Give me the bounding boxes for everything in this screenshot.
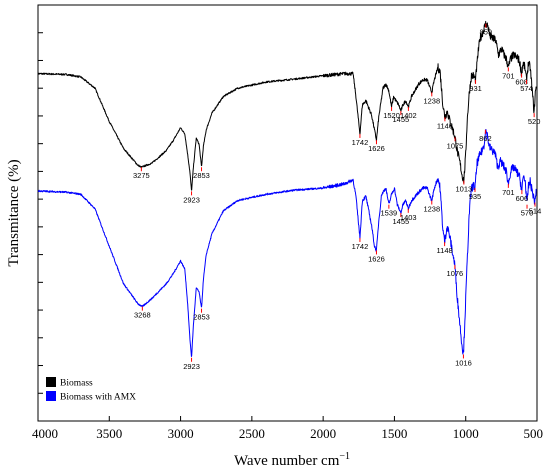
peak-label: 1238	[423, 205, 440, 214]
peak-label: 1148	[437, 246, 453, 255]
x-tick-label: 2500	[239, 426, 265, 441]
peak-label: 701	[502, 71, 515, 80]
peak-label: 1075	[447, 141, 464, 150]
legend-swatch-biomass-amx	[46, 391, 56, 401]
peak-label: 3275	[133, 171, 150, 180]
x-tick-label: 3000	[168, 426, 194, 441]
y-axis-ticks	[38, 32, 43, 394]
legend-swatch-biomass	[46, 377, 56, 387]
series-line-biomass	[37, 20, 537, 191]
peak-label: 935	[469, 192, 482, 201]
peak-label: 3268	[134, 311, 151, 320]
peak-label: 1455	[393, 217, 410, 226]
peak-label: 2923	[183, 195, 200, 204]
x-tick-label: 2000	[310, 426, 336, 441]
plot-area-border	[37, 4, 538, 422]
peak-label: 1076	[447, 269, 464, 278]
peak-label: 1455	[393, 115, 410, 124]
peak-label: 1402	[400, 111, 417, 120]
peak-label: 570	[521, 209, 534, 218]
x-tick-label: 500	[524, 426, 544, 441]
peak-label: 1146	[437, 121, 453, 130]
peak-label: 1742	[352, 138, 369, 147]
x-tick-label: 1500	[381, 426, 407, 441]
x-axis-title-text: Wave number cm	[234, 453, 340, 469]
peak-label: 2923	[183, 362, 200, 371]
legend: Biomass Biomass with AMX	[46, 377, 136, 403]
peak-label: 606	[516, 194, 529, 203]
peak-label: 1626	[368, 254, 385, 263]
peak-label: 1520	[383, 111, 400, 120]
peak-annotations: 3275292328531742162615201455140212381146…	[133, 23, 542, 371]
x-axis-ticks: 4000 3500 3000 2500 2000 1500 1000 500	[32, 416, 543, 441]
x-tick-label: 1000	[453, 426, 479, 441]
peak-label: 1403	[400, 213, 417, 222]
legend-label-biomass: Biomass	[60, 379, 93, 389]
peak-label: 574	[520, 84, 533, 93]
peak-label: 520	[528, 117, 541, 126]
peak-label: 1238	[423, 96, 440, 105]
series-line-biomass-amx	[37, 128, 537, 357]
x-tick-label: 3500	[96, 426, 122, 441]
x-axis-title: Wave number cm−1	[234, 451, 350, 469]
peak-label: 1016	[455, 358, 472, 367]
x-axis-title-superscript: −1	[339, 451, 350, 462]
legend-label-biomass-amx: Biomass with AMX	[60, 393, 136, 403]
peak-label: 859	[480, 28, 493, 37]
peak-label: 2853	[193, 313, 210, 322]
series-layer	[37, 20, 537, 357]
x-tick-label: 4000	[32, 426, 58, 441]
plot-frame	[37, 4, 538, 422]
peak-label: 1013	[456, 185, 473, 194]
peak-label: 2853	[193, 171, 210, 180]
peak-label: 701	[502, 188, 515, 197]
y-axis-title: Transmitance (%)	[6, 159, 22, 266]
peak-label: 1539	[381, 209, 398, 218]
peak-label: 514	[529, 207, 542, 216]
peak-label: 862	[479, 134, 492, 143]
peak-label: 1626	[368, 144, 385, 153]
peak-label: 1742	[352, 242, 369, 251]
peak-label: 608	[515, 78, 528, 87]
peak-label: 931	[469, 84, 482, 93]
